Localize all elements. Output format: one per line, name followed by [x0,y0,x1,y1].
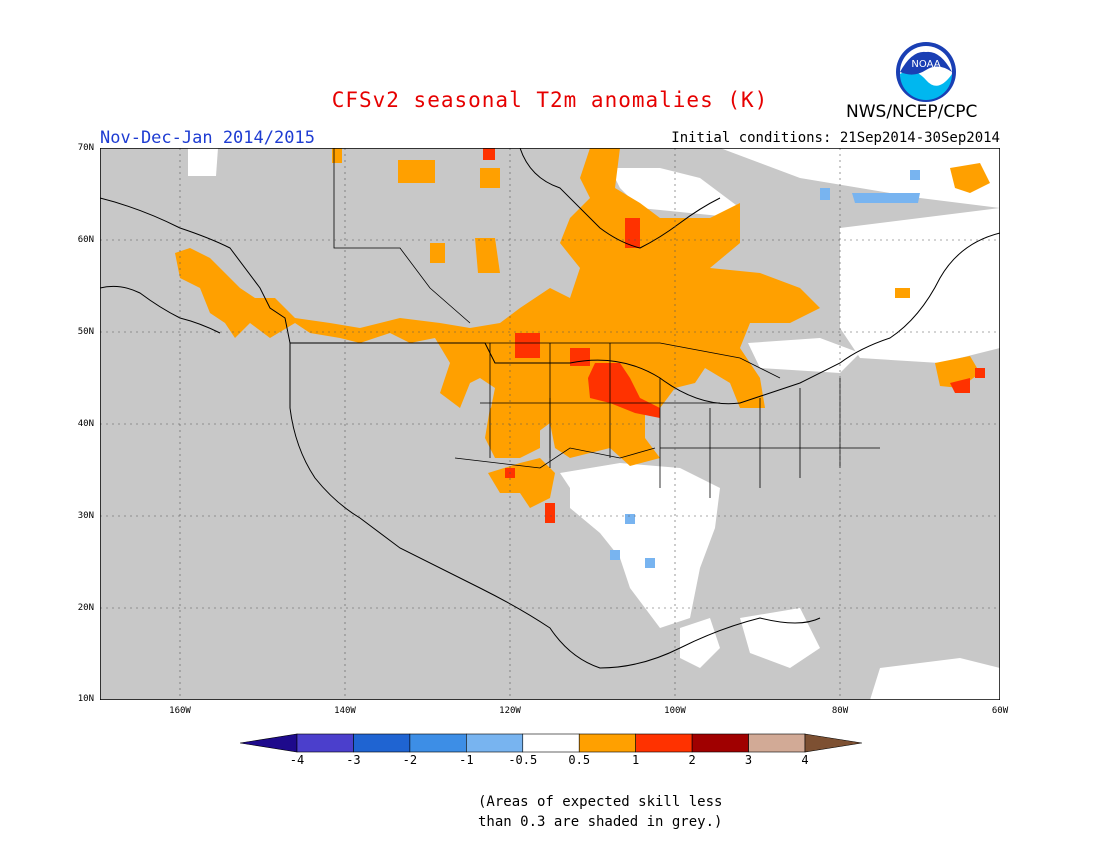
lat-label: 10N [77,694,94,704]
colorbar-label: 0.5 [568,753,591,767]
forecast-period: Nov-Dec-Jan 2014/2015 [100,128,315,148]
lon-label: 80W [831,706,849,716]
colorbar-segment [748,733,806,753]
logo-text: NOAA [911,59,940,70]
colorbar-segment [578,733,636,753]
colorbar-label: -0.5 [508,753,538,767]
warm-anomaly-1-2 [483,148,985,523]
lat-label: 40N [77,419,94,429]
noaa-logo: NOAA [896,42,956,102]
lat-label: 60N [77,235,94,245]
colorbar-label: -2 [402,753,418,767]
colorbar [240,733,862,753]
graticule [100,148,1000,700]
colorbar-segment [522,733,580,753]
colorbar-label: -1 [459,753,474,767]
lat-label: 50N [77,327,94,337]
lat-label: 20N [77,603,94,613]
colorbar-segment [635,733,693,753]
colorbar-segment [409,733,467,753]
agency-label: NWS/NCEP/CPC [846,102,978,122]
colorbar-segment [353,733,411,753]
anomaly-map [100,148,1000,700]
skill-note: (Areas of expected skill less than 0.3 a… [478,792,722,832]
map-title: CFSv2 seasonal T2m anomalies (K) [331,88,769,112]
skill-note-line: than 0.3 are shaded in grey.) [478,814,723,830]
colorbar-label: 3 [744,753,753,767]
lon-label: 140W [334,706,356,716]
lat-label: 30N [77,511,94,521]
initial-conditions: Initial conditions: 21Sep2014-30Sep2014 [671,130,1000,146]
colorbar-segment [804,733,862,753]
lon-label: 120W [499,706,521,716]
cool-anomaly [610,170,920,568]
colorbar-label: 2 [688,753,696,767]
lat-label: 70N [77,143,94,153]
political-borders [333,148,880,498]
colorbar-segment [466,733,524,753]
warm-anomaly-0.5-1 [175,148,990,508]
colorbar-segment [240,733,298,753]
colorbar-label: -4 [289,753,305,767]
skill-note-line: (Areas of expected skill less [478,794,723,810]
colorbar-segment [691,733,749,753]
neutral-regions [188,148,1000,700]
colorbar-label: -3 [346,753,361,767]
lon-label: 60W [991,706,1009,716]
lon-label: 160W [169,706,191,716]
colorbar-label: 4 [801,753,809,767]
colorbar-segment [296,733,354,753]
coastlines [100,148,1000,669]
lon-label: 100W [664,706,686,716]
colorbar-label: 1 [632,753,640,767]
